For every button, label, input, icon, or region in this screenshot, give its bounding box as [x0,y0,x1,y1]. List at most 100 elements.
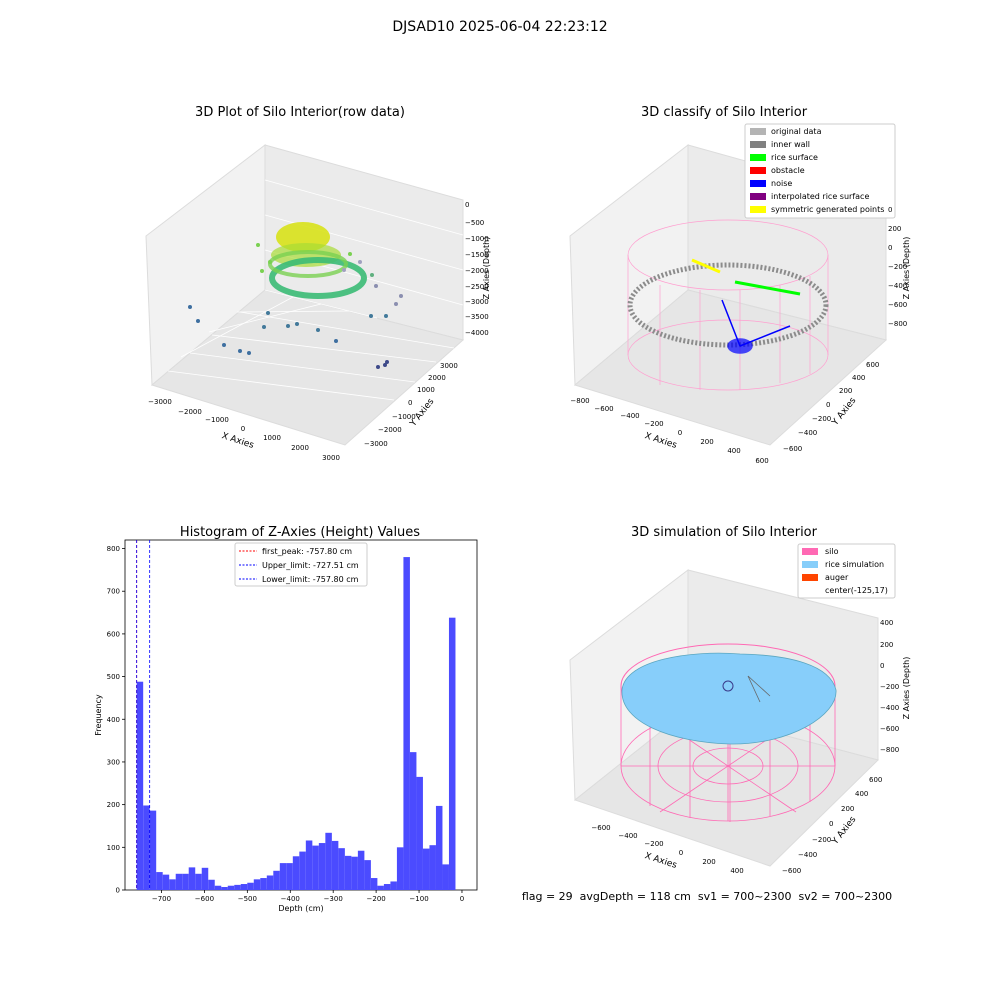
raw-point-cloud [188,222,403,369]
simulation-xtick: −200 [644,840,663,848]
hist-bar [318,843,326,890]
hist-bar [338,848,345,890]
hist-title: Histogram of Z-Axies (Height) Values [180,525,420,540]
simulation-ztick-labels: 400 200 0 −200 −400 −600 −800 [880,619,899,754]
simulation-zlabel: Z Axies (Depth) [902,657,911,720]
hist-bar [279,863,287,890]
raw-xlabel: X Axies [220,431,255,451]
hist-bar [266,875,274,890]
classify-ytick-labels: 600 400 200 0 −200 −400 −600 [783,361,879,453]
raw-ztick: −4000 [465,329,489,337]
classify-xlabel: X Axies [643,431,678,451]
raw-ytick: 0 [408,399,412,407]
hist-bar [331,840,339,890]
simulation-ytick: 200 [841,805,854,813]
raw-xtick: 2000 [291,444,309,452]
hist-bar [286,863,293,890]
classify-ztick: −200 [888,263,907,271]
hist-xtick-label: −600 [195,895,214,903]
figure-suptitle: DJSAD10 2025-06-04 22:23:12 [392,19,607,35]
hist-legend: first_peak: -757.80 cm Upper_limit: -727… [234,542,368,587]
hist-bar [143,805,150,890]
hist-bar [188,867,196,890]
hist-bar [208,879,215,890]
classify-ytick: 0 [826,401,830,409]
classify-zlabel: Z Axies (Depth) [902,237,911,300]
simulation-legend: silo rice simulation auger center(-125,1… [797,543,896,599]
hist-bar [136,681,144,890]
classify-title: 3D classify of Silo Interior [641,105,808,120]
panel-simulation-3d: 3D simulation of Silo Interior silo [569,525,911,875]
raw-title: 3D Plot of Silo Interior(row data) [195,105,405,120]
simulation-ytick: 0 [829,820,833,828]
raw-ztick: −1000 [465,235,489,243]
legend-swatch-symmetric-generated-points [750,206,766,213]
classify-ylabel: Y Axies [830,396,859,429]
legend-label-original-data: original data [771,127,822,136]
raw-ytick: 1000 [417,386,435,394]
simulation-ztick: 0 [880,662,884,670]
raw-pane-floor [150,289,465,446]
hist-xtick-label: −200 [367,895,386,903]
simulation-ztick: 200 [880,641,893,649]
raw-ztick: −2000 [465,267,489,275]
legend-label-silo: silo [825,547,839,556]
hist-ytick-label: 400 [107,716,120,724]
raw-xtick: 1000 [263,434,281,442]
hist-bar [169,879,176,890]
classify-ztick: −600 [888,301,907,309]
raw-ztick: 0 [465,201,469,209]
hist-xtick-label: −500 [238,895,257,903]
hist-xtick-label: −100 [409,895,428,903]
classify-ytick: 600 [866,361,879,369]
hist-xticks: −700 −600 −500 −400 −300 −200 −100 0 [152,890,464,903]
simulation-xtick: 200 [702,858,715,866]
legend-label-lower-limit: Lower_limit: -757.80 cm [262,575,359,584]
hist-bar [201,867,209,890]
legend-swatch-silo [802,548,818,555]
classify-ztick: 200 [888,225,901,233]
hist-bar [273,870,280,890]
panel-raw-3d: 3D Plot of Silo Interior(row data) [145,105,491,462]
hist-ytick-label: 100 [107,844,120,852]
raw-zlabel: Z Axies (Depth) [482,237,491,300]
classify-ytick: −200 [812,415,831,423]
hist-ytick-label: 0 [116,887,120,895]
hist-bar [260,878,267,890]
simulation-auger [747,675,771,703]
hist-bar [364,860,371,890]
legend-label-first-peak: first_peak: -757.80 cm [262,547,352,556]
classify-rice-surface [691,258,801,296]
simulation-center-marker [722,680,734,692]
hist-bar [448,617,456,890]
classify-ztick: −800 [888,320,907,328]
hist-bar [195,873,202,890]
classify-xtick-labels: −800 −600 −400 −200 0 200 400 600 [570,397,768,465]
hist-bar [383,884,391,890]
classify-ytick: 400 [852,374,865,382]
legend-swatch-interpolated-rice-surface [750,193,766,200]
hist-bar [182,873,189,890]
hist-bar [247,882,254,890]
hist-bar [422,848,430,890]
hist-ytick-label: 500 [107,673,120,681]
simulation-ztick: −600 [880,725,899,733]
raw-ztick: −3000 [465,298,489,306]
hist-bar [429,845,436,890]
panel-classify-3d: 3D classify of Silo Interior [569,105,911,465]
classify-xtick: −600 [594,405,613,413]
simulation-xtick: −400 [618,832,637,840]
classify-ztick: −400 [888,282,907,290]
raw-ytick: −3000 [364,440,388,448]
hist-xtick-label: 0 [460,895,464,903]
raw-ztick: −2500 [465,283,489,291]
legend-label-rice-surface: rice surface [771,153,818,162]
simulation-ytick: −200 [812,836,831,844]
hist-bar [409,752,417,890]
hist-ytick-label: 600 [107,630,120,638]
legend-label-inner-wall: inner wall [771,140,810,149]
legend-label-upper-limit: Upper_limit: -727.51 cm [262,561,359,570]
hist-bar [156,872,163,890]
legend-label-obstacle: obstacle [771,166,805,175]
simulation-rice-surface [621,652,837,745]
